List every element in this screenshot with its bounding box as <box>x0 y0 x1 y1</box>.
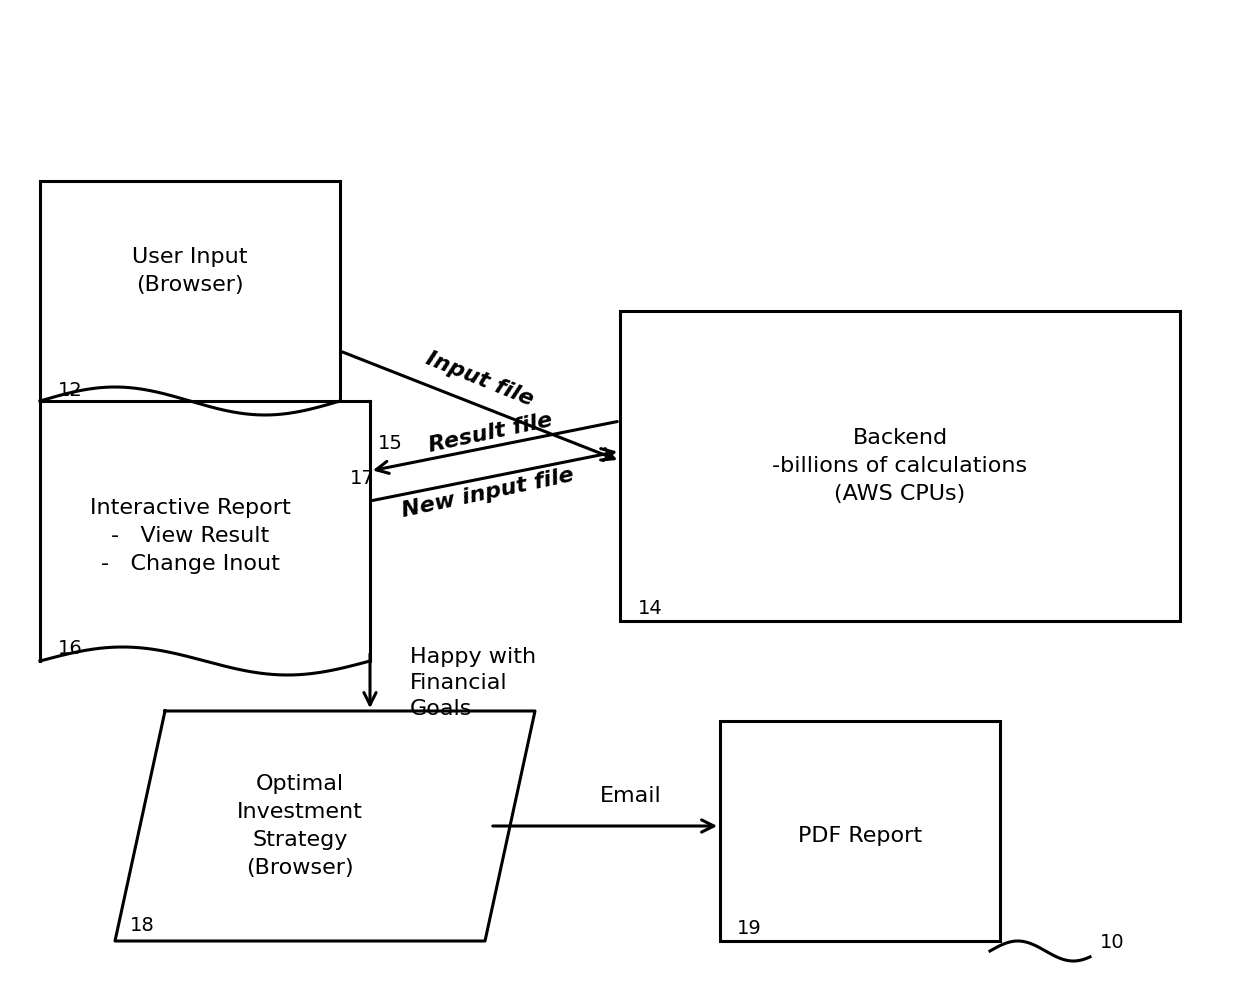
Text: 15: 15 <box>378 434 403 453</box>
Text: Interactive Report
-   View Result
-   Change Inout: Interactive Report - View Result - Chang… <box>89 498 290 574</box>
Text: 19: 19 <box>737 919 761 938</box>
Text: 17: 17 <box>350 469 374 488</box>
Text: Happy with
Financial
Goals: Happy with Financial Goals <box>410 646 536 719</box>
Text: 10: 10 <box>1100 934 1125 952</box>
Text: 14: 14 <box>639 599 662 618</box>
Text: 12: 12 <box>58 381 83 400</box>
Text: Email: Email <box>600 786 662 806</box>
Bar <box>620 311 1180 621</box>
Text: Backend
-billions of calculations
(AWS CPUs): Backend -billions of calculations (AWS C… <box>773 428 1028 504</box>
Bar <box>720 721 999 941</box>
Text: Result file: Result file <box>427 410 554 456</box>
Text: 18: 18 <box>130 916 155 935</box>
Text: New input file: New input file <box>401 465 575 521</box>
Text: Optimal
Investment
Strategy
(Browser): Optimal Investment Strategy (Browser) <box>237 774 363 878</box>
Text: User Input
(Browser): User Input (Browser) <box>133 247 248 295</box>
Text: Input file: Input file <box>423 348 537 409</box>
Text: 16: 16 <box>58 639 83 658</box>
Text: PDF Report: PDF Report <box>797 826 923 846</box>
